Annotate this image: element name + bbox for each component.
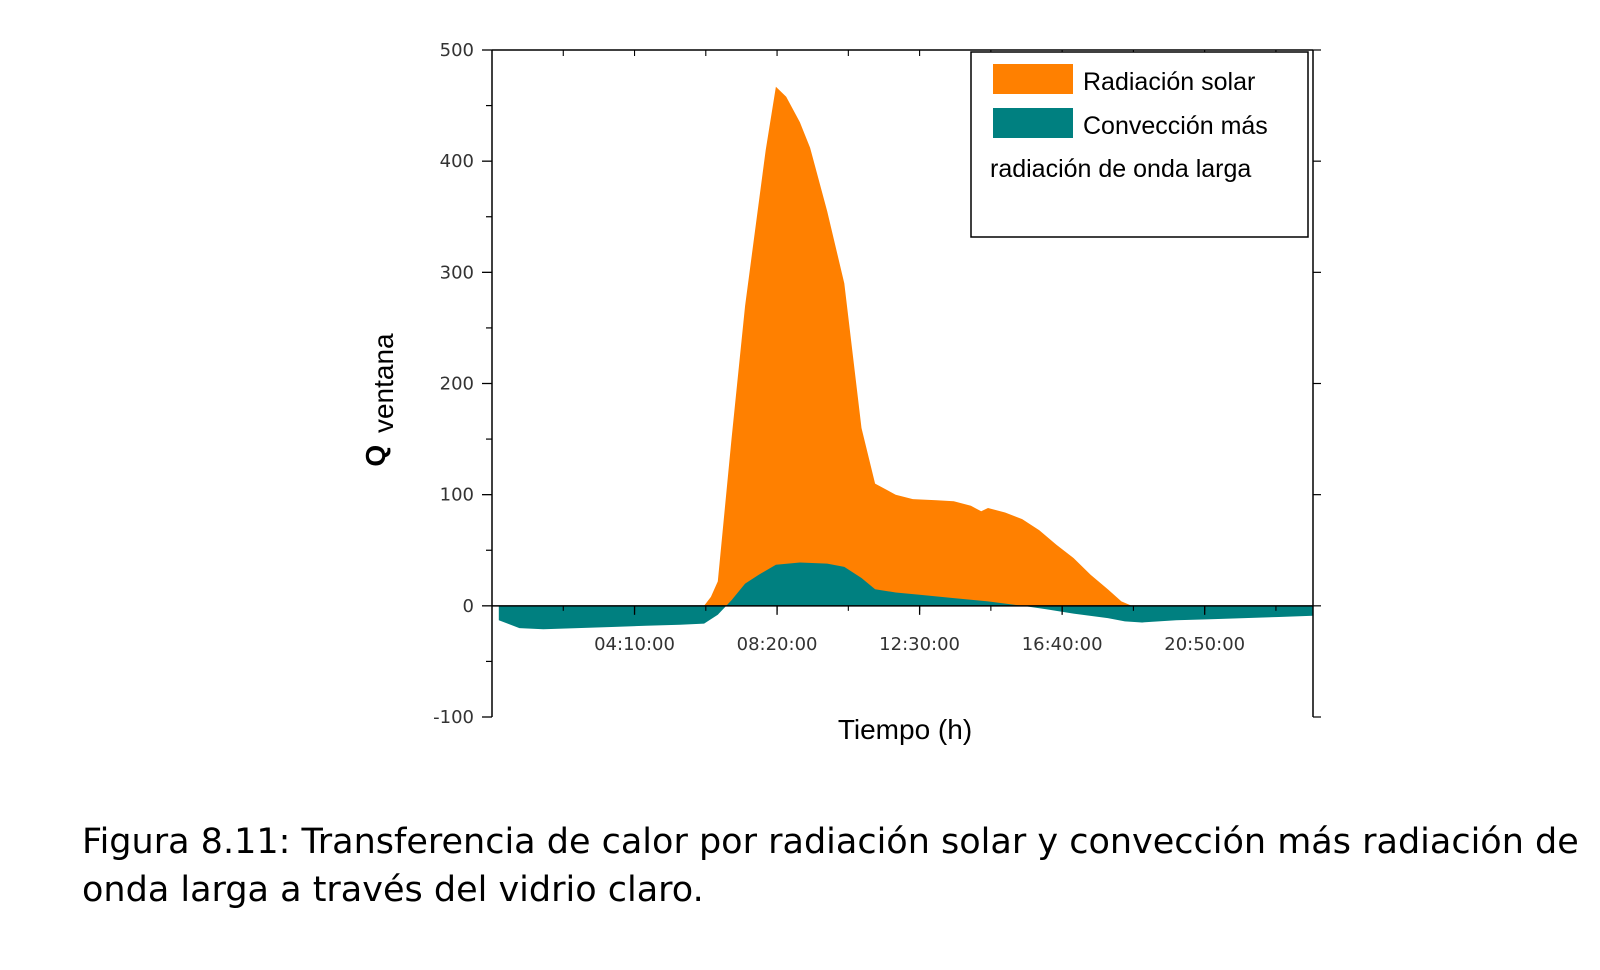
x-tick-label: 16:40:00 (1022, 634, 1103, 655)
legend: Radiación solar Convección más radiación… (970, 51, 1309, 238)
y-tick-label: 0 (463, 596, 474, 617)
figure-caption: Figura 8.11: Transferencia de calor por … (82, 822, 1579, 910)
x-axis-ticks: 04:10:00 08:20:00 12:30:00 16:40:00 20:50:00 (562, 50, 1277, 655)
y-tick-label: 200 (440, 374, 474, 395)
area-radiacion-solar (704, 86, 1132, 606)
chart: 500 400 300 200 100 0 -100 04:10:00 08:20:00 12:… (360, 40, 1321, 745)
y-tick-label: 300 (440, 262, 474, 283)
x-tick-label: 12:30:00 (879, 634, 960, 655)
legend-label-conveccion: Convección más (1083, 112, 1268, 140)
y-tick-label: -100 (433, 707, 474, 728)
legend-swatch-radiacion-solar (993, 64, 1073, 94)
legend-label-radiacion-solar: Radiación solar (1083, 68, 1255, 96)
x-tick-label: 04:10:00 (594, 634, 675, 655)
plot-areas (498, 86, 1313, 630)
y-axis-title: Q ventana (360, 333, 399, 467)
x-tick-label: 20:50:00 (1164, 634, 1245, 655)
y-axis-title-sub: ventana (368, 333, 399, 433)
legend-label-onda-larga: radiación de onda larga (990, 155, 1251, 183)
legend-swatch-conveccion (993, 108, 1073, 138)
y-axis-title-main: Q (360, 445, 391, 467)
y-axis-ticks: 500 400 300 200 100 0 -100 (433, 40, 1321, 728)
y-tick-label: 400 (440, 151, 474, 172)
x-tick-label: 08:20:00 (737, 634, 818, 655)
area-conveccion (498, 562, 1313, 630)
y-tick-label: 500 (440, 40, 474, 61)
x-axis-title: Tiempo (h) (838, 714, 972, 745)
y-tick-label: 100 (440, 485, 474, 506)
